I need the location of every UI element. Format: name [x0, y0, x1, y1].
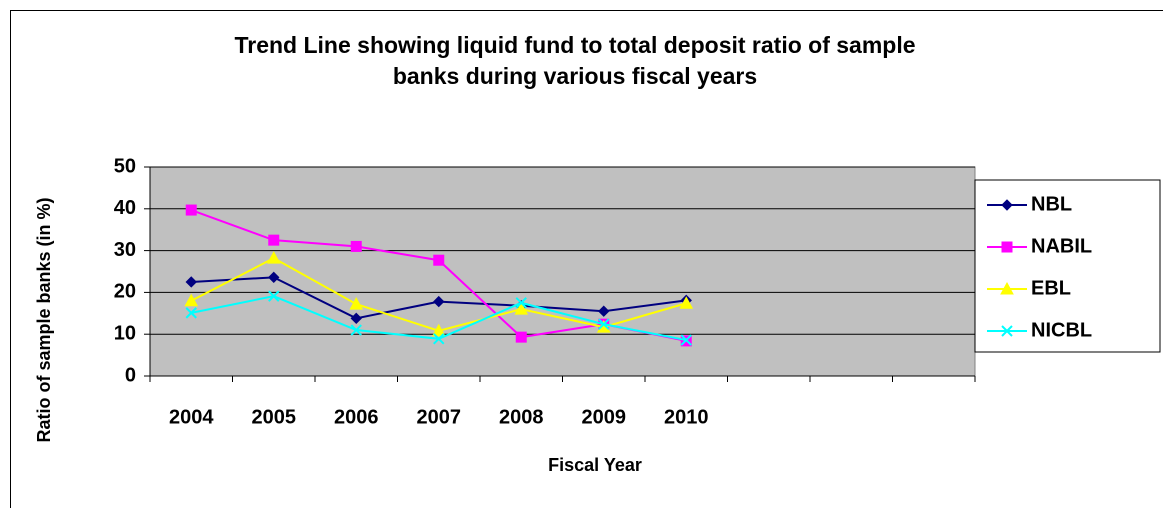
legend-label: NABIL	[1031, 235, 1092, 257]
plot-area	[149, 166, 976, 377]
marker	[185, 307, 197, 319]
marker	[349, 297, 364, 310]
marker	[598, 318, 610, 330]
marker	[433, 295, 445, 308]
marker	[431, 323, 446, 337]
x-axis-title: Fiscal Year	[548, 455, 642, 475]
marker	[350, 324, 362, 336]
marker	[266, 251, 281, 264]
y-tick-label: 40	[114, 197, 136, 219]
chart-title: banks during various fiscal years	[393, 63, 757, 89]
marker	[268, 271, 280, 284]
x-tick-label: 2010	[664, 406, 709, 428]
marker	[680, 334, 692, 346]
y-tick-label: 50	[114, 155, 136, 177]
x-tick-label: 2007	[417, 406, 462, 428]
marker	[515, 297, 527, 309]
y-tick-label: 0	[125, 364, 136, 386]
marker	[350, 240, 362, 252]
marker	[185, 204, 197, 216]
marker	[350, 312, 362, 325]
y-tick-label: 30	[114, 239, 136, 261]
marker	[268, 290, 280, 302]
legend-marker	[1000, 281, 1014, 295]
y-axis-title: Ratio of sample banks (in %)	[34, 197, 54, 442]
marker	[268, 234, 280, 246]
x-tick-label: 2008	[499, 406, 544, 428]
marker	[433, 254, 445, 266]
y-tick-label: 10	[114, 322, 136, 344]
x-tick-label: 2004	[169, 406, 214, 428]
marker	[184, 293, 199, 307]
marker	[598, 305, 610, 317]
x-tick-label: 2006	[334, 406, 379, 428]
chart-title: Trend Line showing liquid fund to total …	[234, 32, 915, 58]
x-tick-label: 2005	[252, 406, 297, 428]
marker	[185, 276, 197, 288]
legend-marker	[1001, 241, 1013, 253]
legend-label: NICBL	[1031, 319, 1092, 341]
legend-marker	[1001, 199, 1013, 211]
legend-label: EBL	[1031, 277, 1071, 299]
marker	[679, 296, 694, 309]
y-tick-label: 20	[114, 281, 136, 303]
x-tick-label: 2009	[582, 406, 627, 428]
legend-marker	[1001, 325, 1013, 337]
legend-label: NBL	[1031, 193, 1072, 215]
marker	[514, 302, 529, 315]
marker	[433, 333, 445, 345]
marker	[515, 331, 527, 343]
